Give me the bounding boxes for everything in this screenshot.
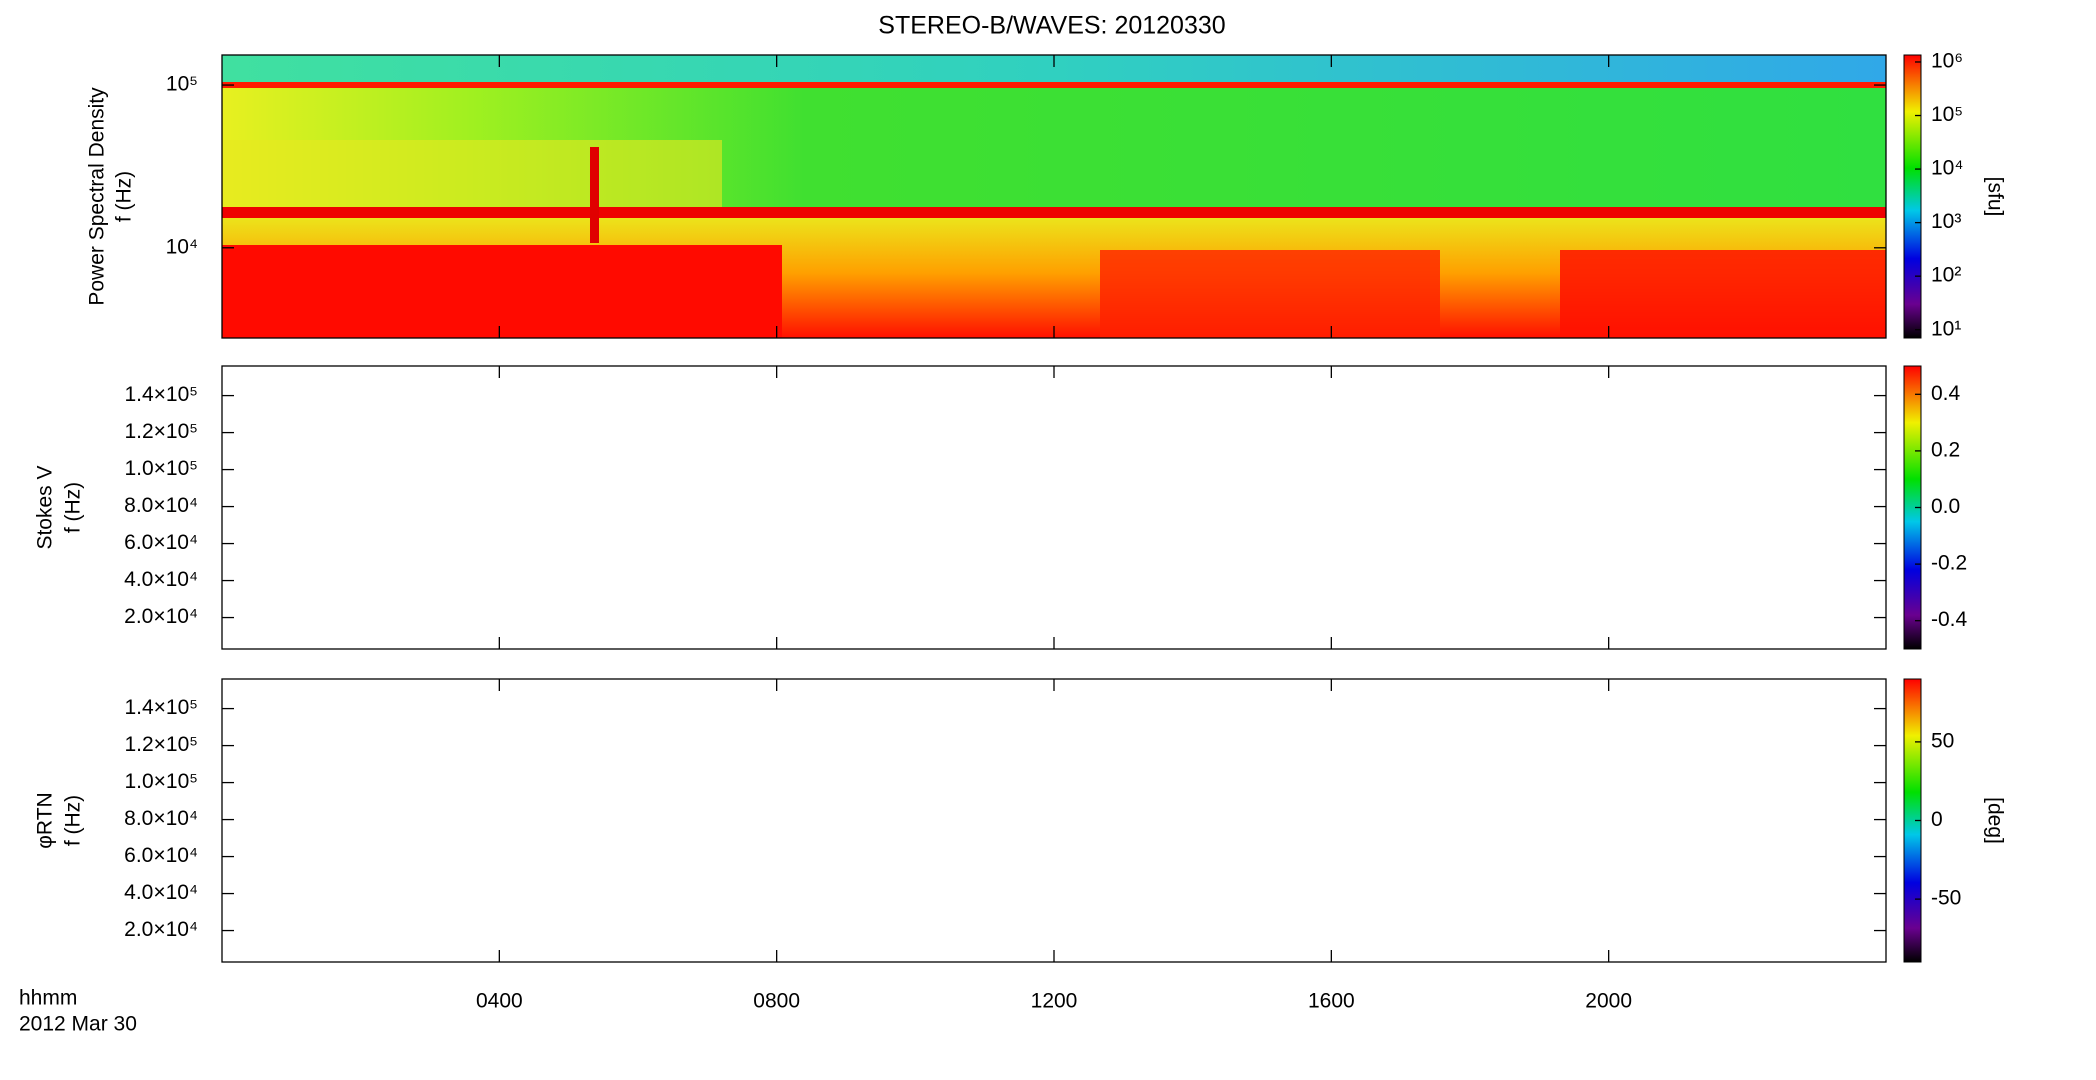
y-tick-label: 4.0×10⁴: [124, 568, 198, 591]
colorbar-label: [sfu]: [1983, 177, 2006, 217]
colorbar-tick-label: 10⁴: [1931, 157, 1963, 180]
x-tick-label: 1200: [1031, 990, 1078, 1013]
y-tick-label: 6.0×10⁴: [124, 531, 198, 554]
y-tick-label: 2.0×10⁴: [124, 918, 198, 941]
x-tick-label: 1600: [1308, 990, 1355, 1013]
y-axis-label: Power Spectral Density: [86, 87, 109, 306]
y-axis-label: f (Hz): [62, 482, 85, 533]
y-tick-label: 10⁴: [166, 235, 198, 258]
y-tick-label: 1.0×10⁵: [124, 770, 198, 793]
colorbar-tick-label: 10³: [1931, 210, 1961, 233]
x-tick-label: 0800: [753, 990, 800, 1013]
colorbar-tick-label: 10⁶: [1931, 50, 1963, 73]
spectrogram-image: [222, 55, 1886, 338]
y-tick-label: 1.2×10⁵: [124, 733, 198, 756]
colorbar-tick-label: 0.0: [1931, 495, 1960, 518]
y-tick-label: 6.0×10⁴: [124, 844, 198, 867]
colorbar-tick-label: -50: [1931, 887, 1961, 910]
x-axis-label: 2012 Mar 30: [19, 1013, 137, 1036]
y-tick-label: 2.0×10⁴: [124, 605, 198, 628]
y-tick-label: 1.0×10⁵: [124, 457, 198, 480]
colorbar-tick-label: 10⁵: [1931, 103, 1963, 126]
colorbar-tick-label: 0.4: [1931, 382, 1961, 405]
colorbar-tick-label: 50: [1931, 729, 1954, 752]
colorbar-tick-label: 0: [1931, 808, 1943, 831]
colorbar-label: [deg]: [1983, 797, 2006, 844]
y-axis-label: f (Hz): [113, 171, 136, 222]
y-tick-label: 4.0×10⁴: [124, 881, 198, 904]
colorbar: [1903, 54, 1922, 339]
plot-frame: [221, 365, 1887, 650]
y-tick-label: 8.0×10⁴: [124, 494, 198, 517]
y-axis-label: φRTN: [34, 792, 57, 848]
y-tick-label: 1.4×10⁵: [124, 383, 198, 406]
y-tick-label: 1.4×10⁵: [124, 696, 198, 719]
x-tick-label: 0400: [476, 990, 523, 1013]
colorbar-tick-label: -0.2: [1931, 552, 1967, 575]
plot-frame: [221, 678, 1887, 963]
x-tick-label: 2000: [1585, 990, 1632, 1013]
y-axis-label: Stokes V: [34, 465, 57, 549]
y-tick-label: 10⁵: [166, 73, 198, 96]
colorbar-tick-label: -0.4: [1931, 608, 1968, 631]
x-axis-label: hhmm: [19, 987, 77, 1010]
y-axis-label: f (Hz): [62, 795, 85, 846]
colorbar-tick-label: 10¹: [1931, 317, 1961, 340]
y-tick-label: 8.0×10⁴: [124, 807, 198, 830]
chart-title: STEREO-B/WAVES: 20120330: [878, 12, 1225, 40]
colorbar-tick-label: 0.2: [1931, 438, 1960, 461]
y-tick-label: 1.2×10⁵: [124, 420, 198, 443]
colorbar-tick-label: 10²: [1931, 264, 1961, 287]
